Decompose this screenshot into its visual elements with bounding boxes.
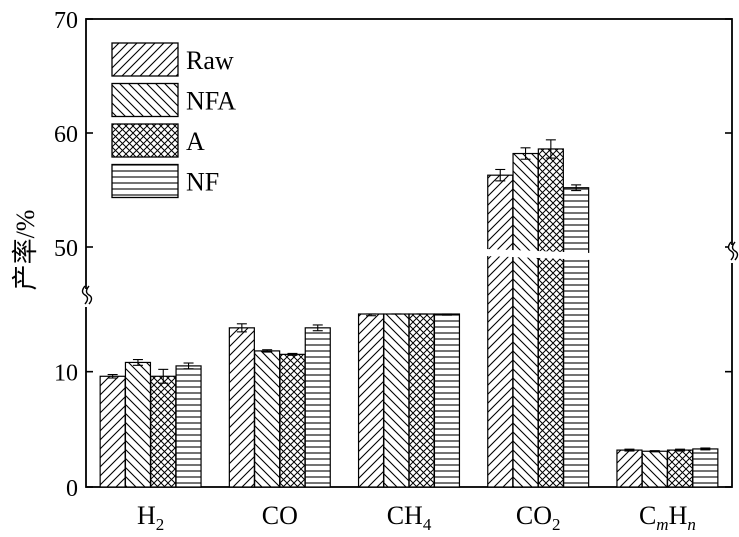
x-tick-label: H2: [137, 501, 164, 534]
bar-nf-4: [692, 448, 719, 488]
x-label-base: CH: [387, 501, 423, 530]
bar-nf-2: [433, 313, 461, 488]
x-tick-label: CO: [262, 501, 298, 530]
legend-label: Raw: [186, 46, 234, 75]
axis-break-gap: [728, 245, 736, 263]
bar-nfa-3: [512, 152, 539, 488]
x-label-mid: H: [669, 501, 688, 530]
bar-nf-3: [563, 187, 590, 488]
bar-a-0: [150, 375, 177, 488]
bar-raw-1: [228, 327, 255, 488]
legend-label: NFA: [186, 87, 236, 116]
bar-break-gap: [485, 249, 591, 260]
legend-label: NF: [186, 168, 219, 197]
bar-nfa-0: [124, 361, 152, 488]
bar-a-4: [666, 449, 694, 488]
axis-break-gap: [82, 289, 90, 307]
bar-raw-4: [616, 449, 643, 488]
x-label-subscript: 4: [423, 515, 432, 534]
axis-break-mark: [727, 241, 739, 261]
bar-nf-0: [175, 365, 202, 488]
bar-nfa-4: [641, 450, 668, 488]
bar-nfa-2: [383, 313, 410, 488]
x-label-base: C: [639, 501, 656, 530]
bar-nfa-1: [254, 350, 281, 488]
x-label-subscript: m: [656, 515, 668, 534]
axis-break-mark: [81, 285, 93, 305]
legend-swatch-a: [111, 123, 179, 158]
axis-break: [81, 241, 739, 307]
bar-nf-1: [304, 327, 331, 488]
legend: Raw NFA A NF: [111, 42, 236, 199]
legend-swatch-nf: [111, 163, 179, 199]
bars: [99, 139, 719, 488]
x-tick-label: CmHn: [639, 501, 696, 534]
x-label-subscript: 2: [552, 515, 561, 534]
y-tick-label: 70: [54, 8, 78, 34]
x-axis: H2 CO CH4 CO2 CmHn: [137, 480, 696, 534]
bar-a-3: [537, 148, 564, 488]
x-label-base: CO: [516, 501, 552, 530]
y-axis-title: 产率/%: [11, 210, 40, 291]
x-label-base: H: [137, 501, 156, 530]
legend-swatch-nfa: [111, 82, 179, 118]
y-tick-label: 0: [66, 476, 78, 502]
y-tick-label: 10: [54, 361, 78, 387]
y-tick-label: 50: [54, 236, 78, 262]
legend-label: A: [186, 127, 205, 156]
bar-raw-2: [357, 313, 385, 488]
bar-raw-3: [487, 174, 514, 488]
x-tick-label: CH4: [387, 501, 432, 534]
y-tick-label: 60: [54, 122, 78, 148]
bar-a-1: [279, 353, 306, 488]
bar-raw-0: [99, 375, 126, 488]
x-tick-label: CO2: [516, 501, 561, 534]
x-label-subscript: 2: [156, 515, 165, 534]
x-label-base: CO: [262, 501, 298, 530]
bar-a-2: [408, 313, 435, 488]
legend-swatch-raw: [111, 42, 179, 77]
x-label-subscript: n: [687, 515, 696, 534]
y-axis: 0 10 50 60 70: [54, 8, 732, 502]
